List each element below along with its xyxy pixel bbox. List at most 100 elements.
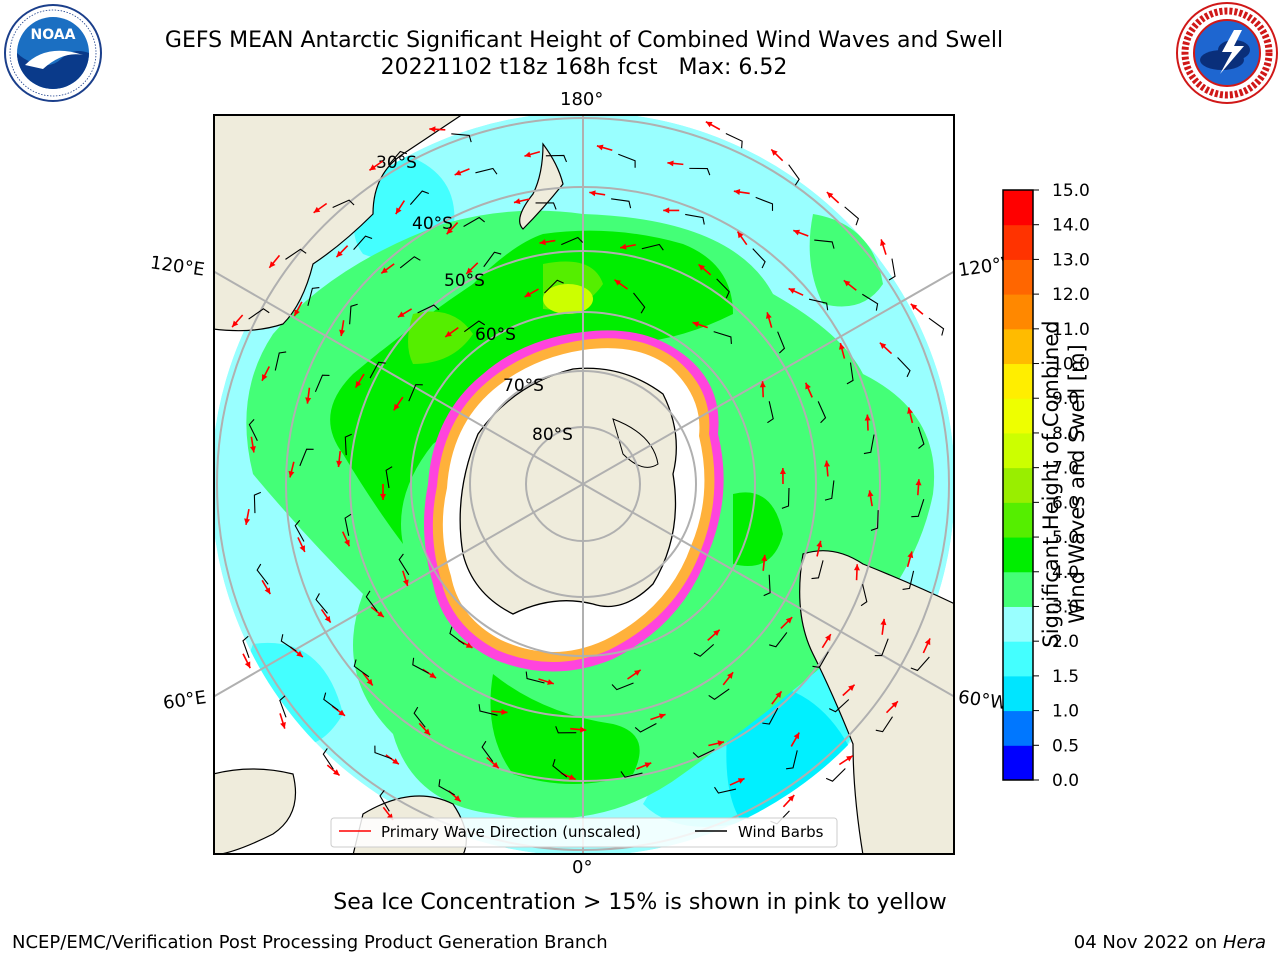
wave-direction-arrow bbox=[780, 616, 793, 630]
wind-barb bbox=[685, 213, 705, 225]
wind-barb bbox=[634, 723, 657, 733]
wind-barb bbox=[874, 638, 889, 657]
wave-direction-arrow bbox=[341, 531, 351, 547]
colorbar-tick-label: 8.0 bbox=[1052, 424, 1079, 444]
wave-direction-arrow bbox=[465, 262, 479, 275]
wave-direction-arrow bbox=[707, 629, 721, 641]
wave-direction-arrow bbox=[446, 221, 459, 235]
legend-barb-label: Wind Barbs bbox=[738, 823, 824, 841]
wind-barb bbox=[633, 292, 646, 314]
wind-barb bbox=[253, 491, 262, 514]
wave-direction-arrow bbox=[636, 762, 652, 770]
wave-direction-arrow bbox=[722, 671, 734, 686]
wind-barb bbox=[755, 196, 774, 211]
wave-direction-arrow bbox=[697, 263, 712, 276]
wave-direction-arrow bbox=[765, 312, 773, 328]
wind-barb bbox=[910, 656, 930, 672]
wind-barb bbox=[897, 357, 911, 378]
wind-barb bbox=[777, 331, 786, 354]
wind-barb bbox=[256, 563, 269, 585]
wave-direction-arrow bbox=[362, 672, 374, 686]
wind-barb bbox=[307, 287, 320, 306]
wind-barb bbox=[314, 374, 330, 392]
wave-direction-arrow bbox=[885, 700, 899, 714]
lon-label-180: 180° bbox=[560, 89, 604, 110]
wave-direction-arrow bbox=[444, 326, 459, 338]
wind-barb bbox=[388, 150, 408, 166]
nws-logo bbox=[1176, 2, 1278, 104]
wind-barb bbox=[374, 745, 393, 760]
wind-barb bbox=[323, 692, 339, 711]
wind-barb bbox=[344, 433, 352, 456]
wave-direction-arrow bbox=[922, 638, 931, 654]
vector-field bbox=[231, 121, 945, 825]
colorbar-tick-label: 6.0 bbox=[1052, 493, 1079, 513]
wind-barb bbox=[417, 304, 440, 314]
wind-barb bbox=[620, 771, 643, 778]
polar-stereographic-map: 30°S 40°S 50°S 60°S 70°S 80°S Primary Wa… bbox=[213, 114, 955, 855]
colorbar-tick-label: 14.0 bbox=[1052, 216, 1090, 236]
wind-barb bbox=[545, 154, 568, 163]
wave-direction-arrow bbox=[524, 288, 539, 298]
wave-direction-arrow bbox=[370, 606, 385, 618]
wave-direction-arrow bbox=[838, 755, 854, 766]
chart-subtitle: 20221102 t18z 168h fcst Max: 6.52 bbox=[380, 55, 788, 80]
wind-barb bbox=[762, 707, 779, 725]
wave-direction-arrow bbox=[821, 633, 832, 649]
wave-direction-arrow bbox=[759, 381, 766, 398]
wind-barb bbox=[248, 419, 258, 441]
wave-direction-arrow bbox=[570, 726, 587, 733]
wave-direction-arrow bbox=[589, 190, 606, 197]
wind-barb bbox=[752, 248, 766, 269]
wind-barb bbox=[870, 510, 879, 531]
wind-barb bbox=[763, 574, 771, 597]
wind-barb bbox=[451, 133, 472, 143]
wave-direction-arrow bbox=[249, 436, 256, 453]
colorbar-tick-label: 13.0 bbox=[1052, 250, 1090, 270]
wind-barb bbox=[552, 759, 568, 778]
colorbar-tick-label: 12.0 bbox=[1052, 285, 1090, 305]
wave-direction-arrow bbox=[843, 279, 857, 291]
colorbar-tick-label: 11.0 bbox=[1052, 320, 1090, 340]
wind-barb bbox=[825, 768, 846, 782]
wind-barb bbox=[535, 202, 557, 210]
colorbar-label-line2: Wind Waves and Swell [m] bbox=[1065, 344, 1089, 624]
wind-barb bbox=[369, 361, 386, 379]
wave-direction-arrow bbox=[491, 708, 508, 715]
wind-barb bbox=[824, 480, 835, 501]
footer-host: Hera bbox=[1222, 932, 1266, 953]
wind-barb bbox=[611, 682, 634, 691]
wind-barb bbox=[828, 699, 850, 713]
legend: Primary Wave Direction (unscaled) Wind B… bbox=[330, 817, 838, 848]
wind-barb bbox=[478, 704, 498, 716]
australia bbox=[213, 114, 465, 332]
wind-barb bbox=[714, 786, 737, 794]
colorbar-tick-label: 0.5 bbox=[1052, 736, 1079, 756]
wind-barb bbox=[315, 593, 328, 614]
wave-direction-arrow bbox=[326, 764, 341, 777]
lat-label-70s: 70°S bbox=[503, 376, 544, 396]
wind-barb bbox=[463, 216, 485, 227]
wave-direction-arrow bbox=[771, 690, 783, 705]
wave-direction-arrow bbox=[596, 144, 613, 152]
wind-barb bbox=[812, 651, 829, 668]
wind-barb bbox=[814, 239, 835, 249]
wave-direction-arrow bbox=[261, 366, 270, 382]
wave-direction-arrow bbox=[429, 126, 446, 133]
wind-barb bbox=[611, 198, 632, 209]
wave-direction-arrow bbox=[708, 740, 725, 747]
wave-direction-arrow bbox=[842, 684, 856, 697]
wave-direction-arrow bbox=[705, 121, 721, 131]
wave-direction-arrow bbox=[402, 570, 409, 587]
wave-direction-arrow bbox=[454, 168, 470, 176]
wind-barb bbox=[875, 716, 893, 733]
wind-barb bbox=[911, 499, 925, 518]
wind-barb bbox=[788, 164, 800, 186]
wave-direction-arrow bbox=[242, 653, 251, 669]
wind-barb bbox=[693, 643, 715, 657]
wave-direction-arrow bbox=[231, 314, 244, 328]
wave-direction-arrow bbox=[826, 191, 840, 204]
wind-barb bbox=[846, 362, 854, 385]
wave-direction-arrow bbox=[336, 451, 343, 468]
wave-direction-arrow bbox=[393, 396, 404, 411]
